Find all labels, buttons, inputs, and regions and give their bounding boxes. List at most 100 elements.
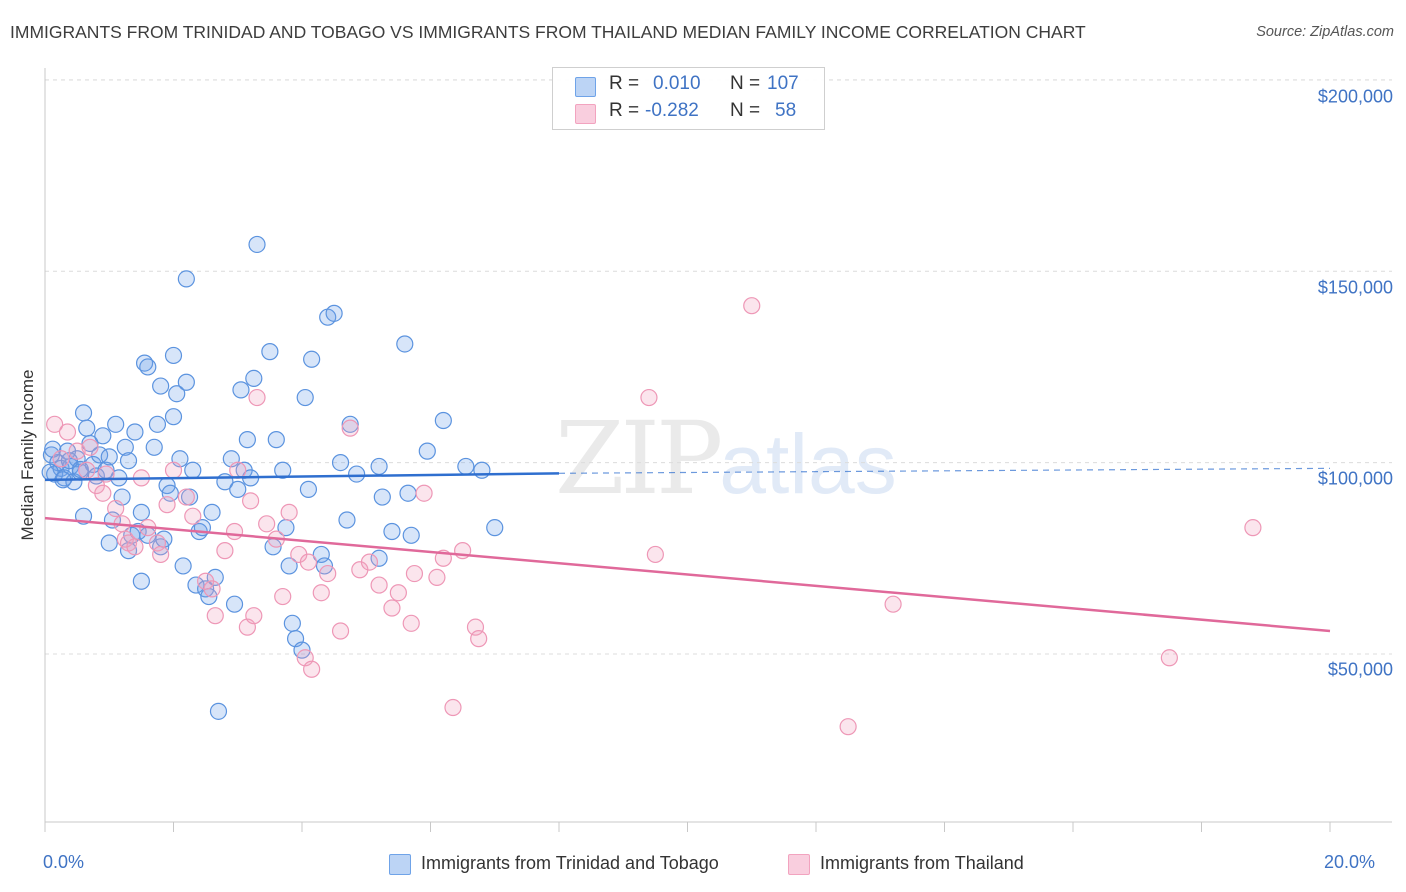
data-point-trinidad — [348, 465, 366, 483]
data-point-trinidad — [78, 419, 96, 437]
data-point-thailand — [405, 564, 424, 583]
data-point-trinidad — [184, 461, 202, 479]
data-point-thailand — [152, 545, 170, 564]
source-note: Source: ZipAtlas.com — [1256, 24, 1394, 40]
data-point-trinidad — [100, 534, 118, 552]
watermark: ZIPatlas — [555, 400, 897, 517]
data-point-trinidad — [299, 480, 318, 498]
data-point-trinidad — [119, 452, 138, 470]
data-point-thailand — [242, 492, 260, 510]
data-point-thailand — [258, 515, 276, 533]
r-label: R = — [609, 100, 640, 121]
data-point-thailand — [46, 415, 64, 433]
data-point-trinidad — [132, 572, 150, 590]
trend-lines — [44, 467, 1331, 633]
x-tick-label: 0.0% — [43, 852, 85, 872]
data-point-trinidad — [331, 454, 350, 472]
data-point-thailand — [245, 607, 263, 625]
r-value: 0.010 — [653, 73, 701, 94]
data-point-thailand — [402, 614, 420, 632]
y-tick-label: $200,000 — [1317, 86, 1393, 107]
data-point-trinidad — [325, 304, 343, 322]
r-label: R = — [609, 73, 640, 94]
data-point-thailand — [1244, 519, 1262, 537]
data-point-trinidad — [148, 415, 167, 433]
data-point-thailand — [299, 553, 318, 571]
data-point-trinidad — [116, 438, 134, 456]
data-point-trinidad — [132, 503, 150, 521]
correlation-legend: R = 0.010 N = 107 R = -0.282 N = 58 — [552, 67, 825, 130]
legend-swatch-pink — [575, 104, 596, 124]
r-value: -0.282 — [645, 100, 699, 121]
data-point-thailand — [248, 388, 266, 407]
data-point-thailand — [360, 553, 379, 571]
data-point-thailand — [177, 488, 195, 506]
data-point-trinidad — [373, 488, 391, 506]
trend-line-trinidad — [44, 472, 560, 482]
data-point-thailand — [428, 568, 446, 587]
data-point-trinidad — [383, 522, 401, 541]
data-point-trinidad — [338, 511, 356, 529]
data-point-thailand — [126, 538, 144, 556]
trend-line-thailand — [44, 516, 1331, 633]
data-point-thailand — [743, 297, 761, 315]
data-point-trinidad — [370, 549, 388, 567]
legend-swatch-pink — [788, 854, 810, 875]
data-point-trinidad — [296, 388, 314, 407]
data-point-thailand — [389, 584, 407, 602]
data-point-trinidad — [164, 408, 183, 426]
data-point-trinidad — [81, 434, 99, 453]
data-point-thailand — [58, 423, 77, 441]
data-point-thailand — [225, 522, 244, 541]
n-value: 58 — [775, 100, 797, 121]
data-point-thailand — [303, 660, 321, 678]
data-point-trinidad — [274, 461, 292, 479]
data-point-thailand — [229, 461, 247, 479]
data-point-trinidad — [267, 431, 285, 449]
data-point-trinidad — [145, 438, 163, 456]
data-point-thailand — [107, 499, 125, 518]
data-point-thailand — [312, 584, 330, 602]
data-point-thailand — [94, 484, 112, 502]
data-point-trinidad — [396, 335, 414, 353]
data-point-thailand — [158, 496, 176, 514]
data-point-thailand — [164, 461, 183, 479]
data-point-thailand — [444, 698, 462, 717]
data-point-trinidad — [245, 369, 263, 388]
y-tick-label: $150,000 — [1317, 277, 1393, 298]
y-axis-label: Median Family Income — [18, 369, 37, 541]
data-point-trinidad — [473, 461, 491, 479]
series-thailand-points — [46, 297, 1262, 736]
data-point-thailand — [81, 438, 99, 456]
data-point-trinidad — [107, 415, 125, 433]
data-point-trinidad — [94, 427, 112, 445]
data-point-thailand — [646, 545, 664, 564]
axes — [44, 68, 1392, 832]
data-point-thailand — [640, 388, 658, 407]
data-point-thailand — [68, 442, 86, 460]
data-point-trinidad — [209, 702, 228, 720]
data-point-trinidad — [174, 557, 192, 575]
data-point-trinidad — [248, 235, 266, 254]
data-point-trinidad — [232, 381, 250, 399]
watermark-zip: ZIP — [555, 400, 723, 517]
legend-swatch-blue — [575, 77, 596, 97]
data-point-thailand — [280, 503, 298, 521]
data-point-thailand — [331, 622, 350, 640]
y-tick-label: $100,000 — [1317, 468, 1393, 489]
data-point-thailand — [319, 564, 337, 583]
data-point-trinidad — [126, 423, 144, 441]
legend-label: Immigrants from Trinidad and Tobago — [421, 853, 719, 873]
legend-swatch-blue — [389, 854, 411, 875]
data-point-trinidad — [341, 415, 359, 433]
data-point-thailand — [52, 450, 70, 468]
watermark-atlas: atlas — [719, 417, 897, 511]
legend-label: Immigrants from Thailand — [820, 853, 1024, 873]
data-point-trinidad — [280, 557, 298, 575]
data-point-trinidad — [164, 346, 183, 365]
data-point-trinidad — [399, 484, 417, 502]
data-point-thailand — [78, 461, 96, 479]
data-point-trinidad — [71, 460, 89, 479]
data-point-thailand — [274, 587, 292, 606]
data-point-trinidad — [457, 457, 475, 476]
